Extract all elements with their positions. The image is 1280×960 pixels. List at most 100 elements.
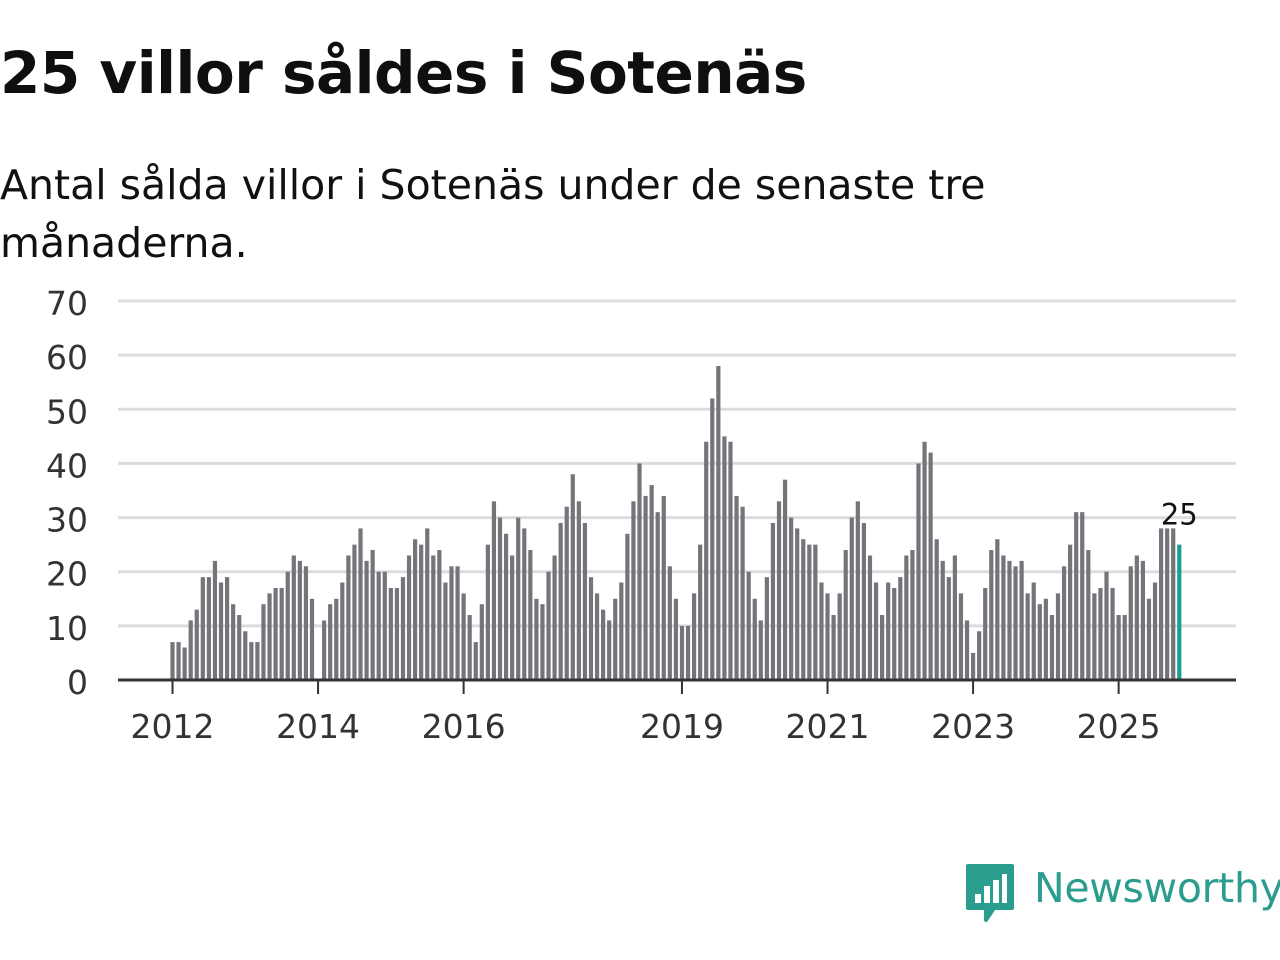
- bar: [546, 571, 551, 680]
- bar: [534, 598, 539, 680]
- bar: [528, 550, 533, 680]
- bar: [795, 528, 800, 680]
- bar: [1055, 593, 1061, 680]
- bar: [807, 544, 812, 680]
- bar: [570, 474, 575, 680]
- bar: [285, 571, 290, 680]
- y-tick-label: 60: [46, 338, 88, 377]
- bar: [655, 512, 660, 680]
- bar: [1152, 582, 1158, 680]
- bar: [1134, 555, 1139, 680]
- x-tick-label: 2025: [1077, 707, 1161, 746]
- bar: [698, 544, 703, 680]
- bar: [995, 539, 1000, 680]
- bar: [413, 539, 418, 680]
- bar: [206, 577, 211, 680]
- bar: [491, 501, 497, 680]
- bar: [364, 560, 369, 680]
- y-tick-label: 30: [46, 501, 88, 540]
- bar: [649, 485, 654, 680]
- bar: [261, 604, 266, 680]
- bar: [1074, 512, 1079, 680]
- bar: [922, 441, 927, 680]
- bar: [1001, 555, 1006, 680]
- bar: [1146, 598, 1152, 680]
- bar: [461, 593, 466, 680]
- bar: [1080, 512, 1085, 680]
- bar: [431, 555, 436, 680]
- bar: [1122, 615, 1127, 680]
- bar: [685, 625, 691, 680]
- chart-title: 25 villor såldes i Sotenäs: [0, 39, 807, 107]
- bar: [740, 506, 745, 680]
- bar-latest: [1177, 544, 1182, 680]
- bar: [1049, 615, 1055, 680]
- bar: [843, 550, 848, 680]
- bar: [1092, 593, 1097, 680]
- bar: [425, 528, 430, 680]
- bar: [873, 582, 879, 680]
- bar: [977, 631, 982, 680]
- logo-text: Newsworthy: [1034, 864, 1280, 912]
- bar: [188, 620, 193, 680]
- bar: [837, 593, 842, 680]
- bar: [855, 501, 860, 680]
- bar: [1165, 528, 1170, 680]
- bar: [449, 566, 454, 680]
- bar: [673, 598, 678, 680]
- bar: [358, 528, 363, 680]
- y-tick-label: 0: [67, 663, 88, 702]
- bar: [819, 582, 824, 680]
- y-tick-label: 50: [46, 392, 88, 431]
- bar: [661, 495, 666, 680]
- bar: [1031, 582, 1036, 680]
- bar: [782, 479, 788, 680]
- bar: [564, 506, 569, 680]
- bar: [394, 587, 400, 680]
- bar: [1037, 604, 1042, 680]
- bar: [734, 495, 739, 680]
- latest-value-label: 25: [1161, 498, 1198, 532]
- bar: [255, 642, 260, 680]
- bar: [861, 522, 867, 680]
- bar: [946, 577, 951, 680]
- bar: [334, 598, 339, 680]
- bar: [679, 625, 685, 680]
- bar: [594, 593, 600, 680]
- bar: [267, 593, 272, 680]
- bar: [1086, 550, 1091, 680]
- bar: [789, 517, 794, 680]
- bar: [825, 593, 830, 680]
- bar: [176, 642, 181, 680]
- x-tick-label: 2014: [276, 707, 360, 746]
- bar: [352, 544, 357, 680]
- bar: [904, 555, 909, 680]
- bar: [382, 571, 387, 680]
- bar: [1013, 566, 1018, 680]
- bar: [607, 620, 612, 680]
- bar: [770, 522, 776, 680]
- bar: [303, 566, 309, 680]
- bar: [1116, 615, 1121, 680]
- bar: [279, 587, 284, 680]
- bar: [467, 615, 472, 680]
- bar: [1171, 528, 1176, 680]
- newsworthy-logo[interactable]: Newsworthy: [964, 862, 1280, 926]
- y-tick-label: 20: [46, 555, 88, 594]
- bar: [691, 593, 697, 680]
- bar: [898, 577, 903, 680]
- newsworthy-logo-icon: [966, 864, 1014, 922]
- bar: [1158, 528, 1164, 680]
- bar: [473, 642, 478, 680]
- bar: [934, 539, 939, 680]
- bar: [1140, 560, 1145, 680]
- bar: [601, 609, 606, 680]
- bar: [1043, 598, 1048, 680]
- bar: [309, 598, 315, 680]
- bar: [291, 555, 296, 680]
- bar: [758, 620, 763, 680]
- bar: [964, 620, 970, 680]
- bar: [182, 647, 187, 680]
- x-tick-label: 2023: [931, 707, 1015, 746]
- bar: [443, 582, 448, 680]
